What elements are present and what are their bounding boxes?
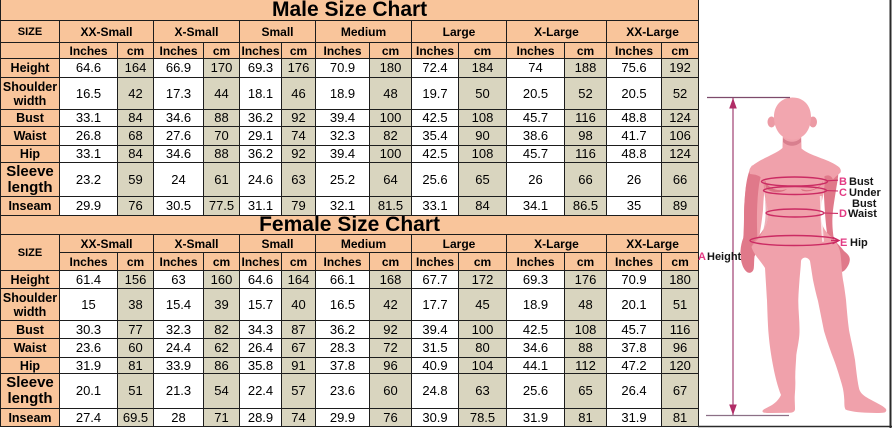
svg-text:Bust: Bust [849,176,874,188]
svg-text:B: B [839,176,847,188]
svg-text:D: D [839,208,847,220]
svg-text:Bust: Bust [852,198,877,210]
svg-text:Under: Under [849,187,882,199]
svg-text:Height: Height [707,251,742,263]
svg-text:C: C [839,187,847,199]
svg-text:E: E [840,237,847,249]
svg-text:Waist: Waist [848,208,877,220]
svg-text:Hip: Hip [850,237,868,249]
svg-text:A: A [698,251,706,263]
